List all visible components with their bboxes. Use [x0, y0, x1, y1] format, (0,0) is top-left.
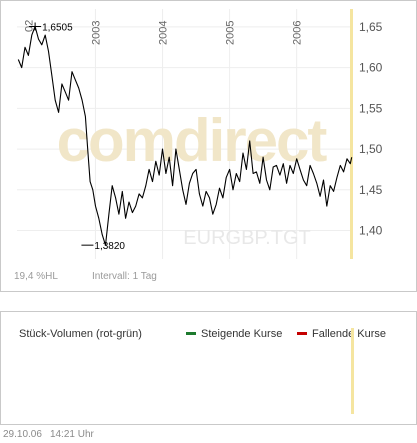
interval-label: Intervall: 1 Tag: [92, 271, 157, 282]
range-label: 19,4 %HL: [14, 271, 58, 282]
y-tick-label: 1,50: [359, 142, 383, 156]
legend-falling-label: Fallende Kurse: [312, 328, 386, 340]
brand-watermark: comdirect: [57, 107, 328, 174]
volume-title: Stück-Volumen (rot-grün): [19, 328, 142, 340]
y-tick-label: 1,55: [359, 101, 383, 115]
legend-rising-label: Steigende Kurse: [201, 328, 283, 340]
chart-annotations: 1,6505 1,3820: [29, 22, 125, 252]
x-tick-label: 2005: [225, 21, 237, 45]
x-tick-label: 2004: [158, 21, 170, 45]
legend-rising: Steigende Kurse: [186, 328, 282, 340]
x-tick-label-partial: 02: [23, 20, 35, 32]
x-tick-label: 2006: [292, 21, 304, 45]
y-axis-ticks: 1,65 1,60 1,55 1,50 1,45 1,40: [359, 20, 383, 238]
x-tick-label: 2003: [90, 21, 102, 45]
instrument-watermark: EURGBP.TGT: [183, 227, 310, 249]
y-tick-label: 1,45: [359, 183, 383, 197]
low-label: 1,3820: [94, 241, 125, 252]
price-chart-panel: comdirect EURGBP.TGT 2003 2004 2005 2006 02 …: [0, 0, 417, 292]
rising-swatch: [186, 331, 196, 335]
falling-swatch: [297, 331, 307, 335]
chart-grid: [17, 9, 353, 259]
legend-falling: Fallende Kurse: [297, 328, 386, 340]
price-line: [17, 25, 353, 246]
price-series: [17, 25, 353, 246]
y-tick-label: 1,65: [359, 20, 383, 34]
y-tick-label: 1,60: [359, 61, 383, 75]
y-tick-label: 1,40: [359, 223, 383, 237]
x-axis-ticks: 2003 2004 2005 2006 02: [23, 20, 303, 45]
current-period-bar: [350, 9, 353, 259]
volume-chart-panel: Stück-Volumen (rot-grün) Steigende Kurse…: [0, 311, 417, 425]
volume-current-period-bar: [351, 328, 354, 414]
timestamp: 29.10.06 14:21 Uhr: [3, 429, 102, 440]
timestamp-date: 29.10.06: [3, 429, 42, 440]
timestamp-time: 14:21 Uhr: [49, 429, 94, 440]
high-label: 1,6505: [42, 23, 73, 34]
price-chart: comdirect EURGBP.TGT 2003 2004 2005 200602 …: [17, 9, 383, 259]
